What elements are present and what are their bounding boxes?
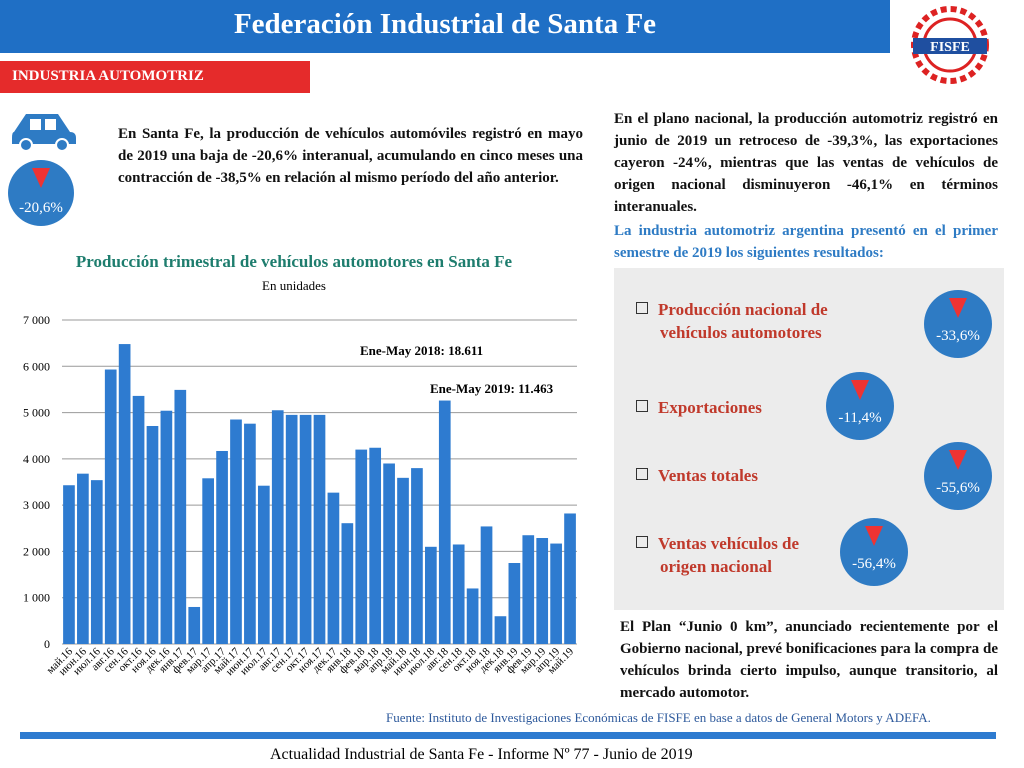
bar <box>285 414 298 644</box>
item-label: Ventas vehículos de origen nacional <box>658 532 840 578</box>
car-icon <box>12 114 76 152</box>
car-window <box>45 119 56 130</box>
down-arrow <box>865 526 883 546</box>
logo: FISFE <box>911 6 989 84</box>
badge-text: -33,6% <box>936 328 980 344</box>
item-label: Ventas totales <box>658 466 758 485</box>
badge: -11,4% <box>826 372 894 440</box>
bar <box>564 513 576 644</box>
badge-text: -56,4% <box>852 556 896 572</box>
bar <box>383 463 395 644</box>
chart-subtitle: En unidades <box>262 278 326 293</box>
y-tick-label: 7 000 <box>23 313 50 327</box>
title: Federación Industrial de Santa Fe <box>233 8 657 40</box>
annotation: Ene-May 2018: 18.611 <box>360 343 483 358</box>
car-window <box>30 119 41 130</box>
y-tick-label: 3 000 <box>23 498 50 512</box>
bar <box>452 544 465 644</box>
footer-bar <box>20 732 996 739</box>
badge: -56,4% <box>840 518 908 586</box>
logo-band <box>913 38 987 54</box>
down-arrow <box>949 450 967 470</box>
bar <box>313 414 326 644</box>
car-wheel <box>55 138 69 152</box>
bar <box>341 523 354 644</box>
plan-text: El Plan “Junio 0 km”, anunciado reciente… <box>620 619 998 701</box>
bar <box>480 526 493 644</box>
bar <box>160 410 173 644</box>
badge: -33,6% <box>924 290 992 358</box>
footer: Actualidad Industrial de Santa Fe - Info… <box>270 746 693 763</box>
source: Fuente: Instituto de Investigaciones Eco… <box>386 710 931 725</box>
y-tick-label: 4 000 <box>23 452 50 466</box>
national-text: En el plano nacional, la producción auto… <box>614 111 998 215</box>
bar <box>132 395 145 644</box>
bar <box>216 450 228 644</box>
bar <box>508 563 521 644</box>
bar <box>355 449 368 644</box>
bar <box>271 410 284 644</box>
bar <box>174 389 187 644</box>
car-body <box>12 114 76 144</box>
header-bar <box>0 0 890 53</box>
bar <box>536 538 549 644</box>
badge-text: -11,4% <box>838 410 882 426</box>
down-arrow <box>949 298 967 318</box>
logo-text: FISFE <box>930 40 970 55</box>
chart: Producción trimestral de vehículos autom… <box>23 252 577 678</box>
bar <box>63 485 75 644</box>
item-label: Producción nacional de vehículos automot… <box>658 298 880 344</box>
bar <box>90 480 103 644</box>
annotation: Ene-May 2019: 11.463 <box>430 381 554 396</box>
chart-title: Producción trimestral de vehículos autom… <box>76 252 513 271</box>
y-tick-label: 6 000 <box>23 359 50 373</box>
bar <box>425 546 437 644</box>
bar <box>202 478 214 644</box>
bar <box>438 400 451 644</box>
section-title: INDUSTRIA AUTOMOTRIZ <box>12 68 204 84</box>
bar <box>104 369 117 644</box>
badge-text: -55,6% <box>936 480 980 496</box>
badge: -55,6% <box>924 442 992 510</box>
badge-text: -20,6% <box>19 200 63 216</box>
intro-text: En Santa Fe, la producción de vehículos … <box>118 126 583 186</box>
bar <box>522 535 535 644</box>
down-arrow <box>851 380 869 400</box>
bar <box>146 425 159 644</box>
bar <box>550 543 562 644</box>
bar <box>257 485 270 644</box>
bar <box>230 419 242 644</box>
bar <box>397 477 409 644</box>
bar <box>494 616 507 644</box>
bar <box>118 344 131 644</box>
y-tick-label: 1 000 <box>23 591 50 605</box>
bar <box>411 468 423 644</box>
y-tick-label: 5 000 <box>23 406 50 420</box>
badge: -20,6% <box>8 160 74 226</box>
car-wheel <box>19 138 33 152</box>
bar <box>77 473 89 644</box>
bar <box>327 492 340 644</box>
national-subtitle: La industria automotriz argentina presen… <box>614 223 998 261</box>
down-arrow <box>32 168 50 188</box>
section-bar <box>0 61 310 93</box>
bar <box>369 447 382 644</box>
item-label: Exportaciones <box>658 398 762 417</box>
bar <box>299 414 312 644</box>
bar <box>188 606 201 644</box>
bar <box>466 588 479 644</box>
y-tick-label: 0 <box>44 637 50 651</box>
y-tick-label: 2 000 <box>23 544 50 558</box>
bar <box>244 423 256 644</box>
